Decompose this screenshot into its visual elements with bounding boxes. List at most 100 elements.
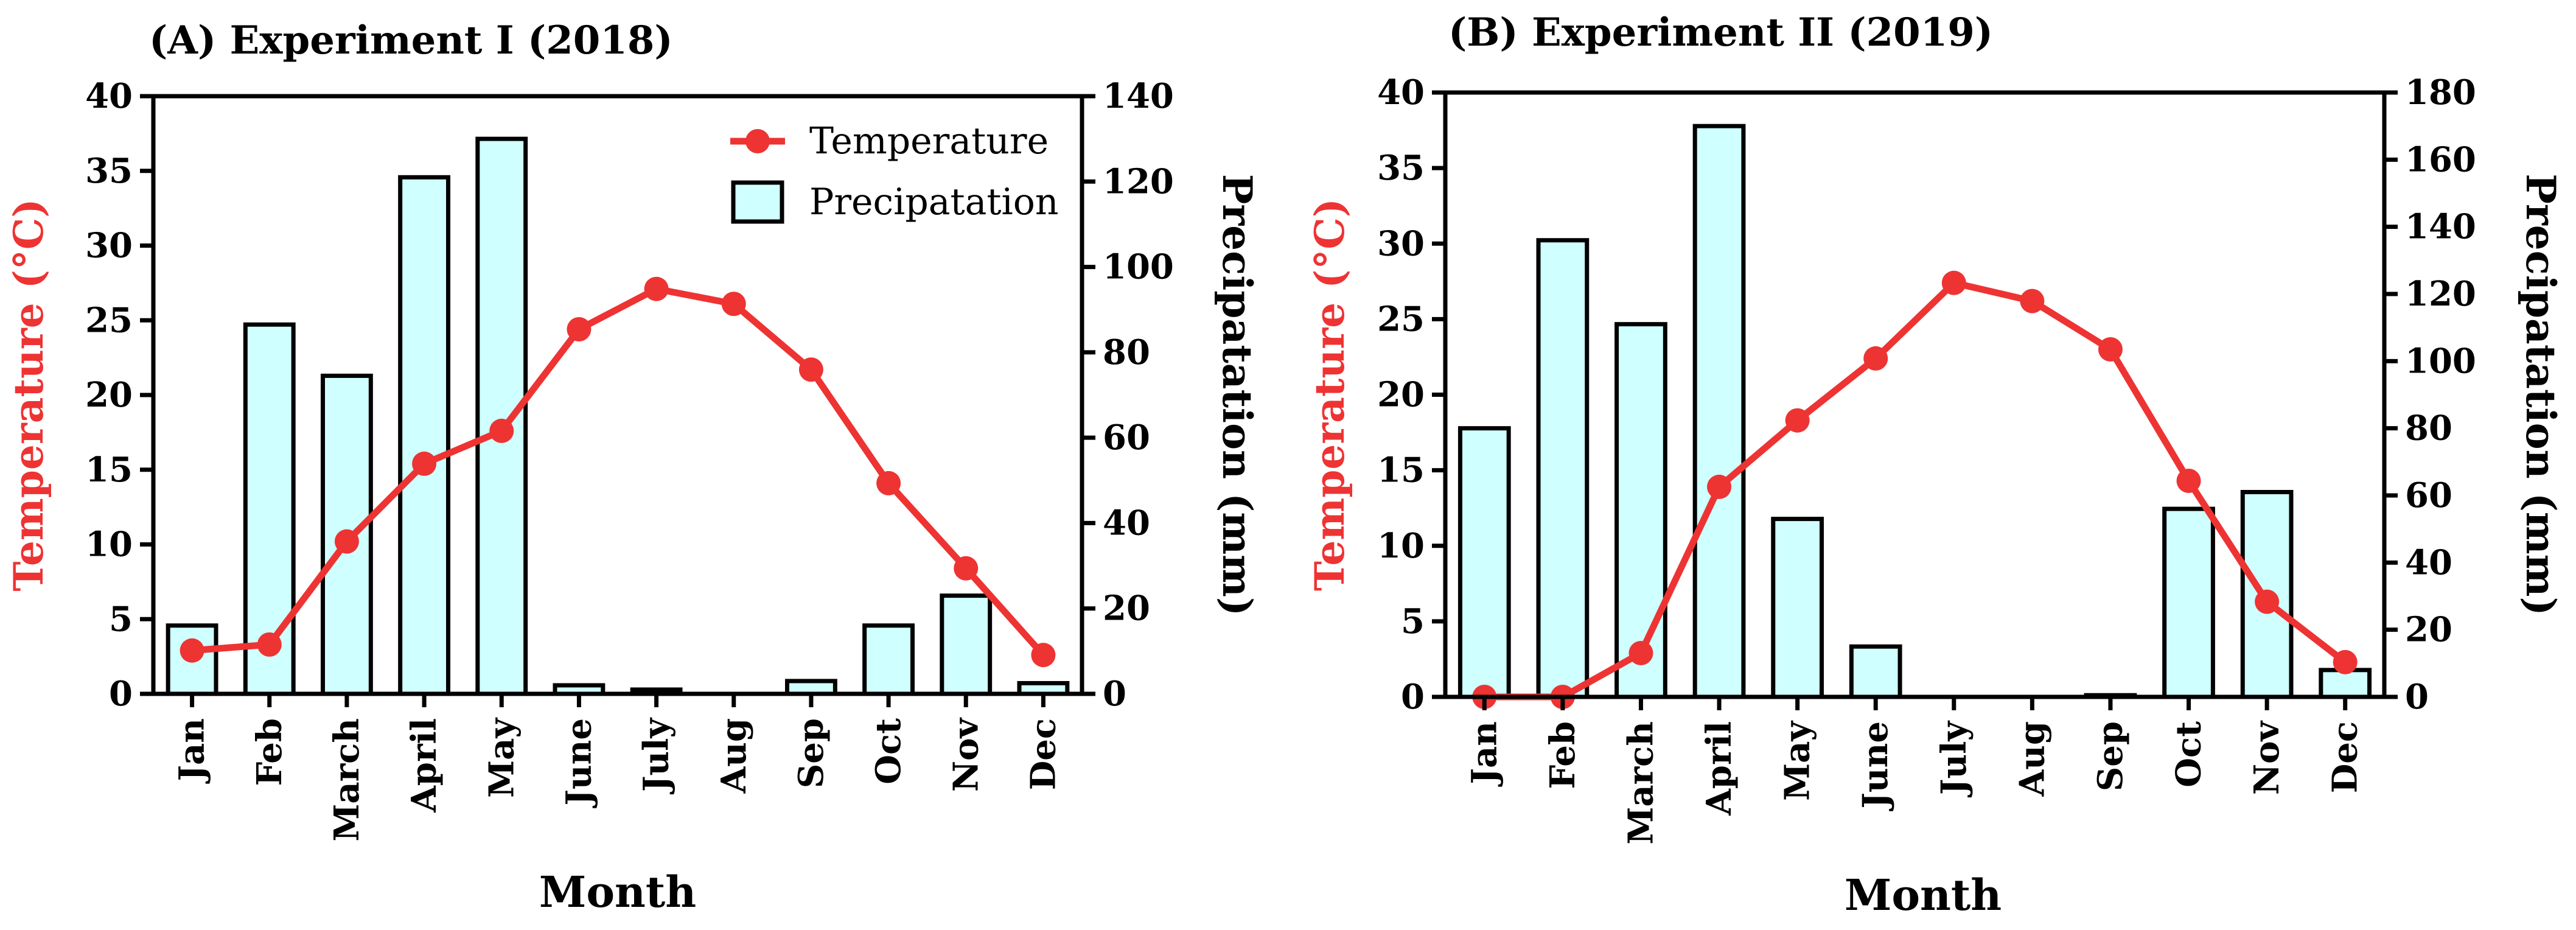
temperature-point-july <box>644 276 669 301</box>
left-tick-label: 25 <box>85 300 133 340</box>
temperature-point-may <box>1785 408 1810 433</box>
right-tick-label: 0 <box>2405 677 2429 717</box>
temperature-point-sep <box>2098 337 2123 362</box>
right-tick-label: 140 <box>1103 76 1174 116</box>
right-tick-label: 160 <box>2405 139 2476 180</box>
temperature-point-march <box>1628 641 1653 666</box>
left-tick-label: 20 <box>1377 375 1425 415</box>
temperature-point-dec <box>2333 649 2358 674</box>
left-tick-label: 10 <box>85 525 133 565</box>
x-tick-label-jan: Jan <box>172 718 212 785</box>
x-tick-label-feb: Feb <box>250 718 290 786</box>
temperature-point-nov <box>954 556 979 581</box>
right-tick-label: 0 <box>1103 674 1126 714</box>
x-tick-label-dec: Dec <box>2325 721 2365 793</box>
temperature-point-feb <box>257 632 282 657</box>
x-tick-label-dec: Dec <box>1023 718 1063 790</box>
right-tick-label: 100 <box>2405 341 2476 381</box>
precip-bar-april <box>398 175 451 696</box>
temperature-point-april <box>412 451 437 476</box>
temperature-point-oct <box>2176 469 2201 494</box>
legend-precip-label: Precipatation <box>809 181 1058 223</box>
left-tick-label: 35 <box>85 151 133 191</box>
legend: Temperature Precipatation <box>730 120 1058 224</box>
x-tick-label-feb: Feb <box>1543 721 1583 789</box>
right-tick-label: 60 <box>2405 475 2452 516</box>
left-tick-label: 30 <box>85 226 133 266</box>
panel-a: (A) Experiment I (2018) 0 5 10 15 20 25 30 35 40 0… <box>5 18 1261 917</box>
left-tick-label: 40 <box>1377 72 1425 113</box>
temperature-point-dec <box>1031 643 1056 668</box>
temperature-point-aug <box>2020 288 2045 313</box>
precip-bar-nov <box>2240 489 2294 699</box>
x-axis-label: Month <box>1845 870 2002 920</box>
x-tick-label-april: April <box>404 718 444 813</box>
temperature-point-march <box>334 529 359 554</box>
legend-temperature-label: Temperature <box>809 120 1049 163</box>
y-axis-left-label: Temperature (°C) <box>5 198 52 591</box>
x-tick-label-jan: Jan <box>1464 721 1504 788</box>
right-tick-label: 20 <box>2405 610 2452 650</box>
x-tick-label-july: July <box>1934 721 1974 798</box>
x-axis-label: Month <box>539 867 696 917</box>
panel-b: (B) Experiment II (2019) 0 5 10 15 20 25 30 35 40… <box>1306 10 2564 920</box>
left-tick-label: 15 <box>1377 450 1425 491</box>
x-tick-label-oct: Oct <box>868 718 909 785</box>
precip-bar-may <box>475 136 528 696</box>
right-tick-label: 120 <box>1103 161 1174 201</box>
y-axis-right-label: Precipatation (mm) <box>2517 173 2564 615</box>
temperature-point-nov <box>2255 589 2280 614</box>
left-tick-label: 20 <box>85 375 133 415</box>
x-tick-label-march: March <box>1621 721 1661 845</box>
right-tick-label: 40 <box>1103 503 1150 543</box>
precip-bar-april <box>1692 124 1746 699</box>
left-tick-label: 5 <box>1401 601 1425 642</box>
x-tick-label-nov: Nov <box>946 718 986 792</box>
left-tick-label: 25 <box>1377 299 1425 339</box>
right-tick-label: 100 <box>1103 247 1174 287</box>
temperature-point-aug <box>721 292 746 316</box>
temperature-point-jan <box>180 638 204 663</box>
x-tick-label-july: July <box>637 718 677 795</box>
x-tick-label-aug: Aug <box>2012 721 2052 797</box>
x-tick-label-may: May <box>481 718 522 798</box>
right-tick-label: 180 <box>2405 72 2476 113</box>
precip-bar-oct <box>862 623 915 696</box>
x-tick-label-april: April <box>1699 721 1739 816</box>
legend-precip-swatch <box>731 180 784 224</box>
left-tick-label: 15 <box>85 450 133 490</box>
x-tick-label-march: March <box>327 718 367 842</box>
legend-temperature-marker <box>745 129 770 153</box>
x-tick-label-aug: Aug <box>714 718 754 794</box>
x-tick-label-oct: Oct <box>2169 721 2209 788</box>
temperature-point-may <box>489 418 514 443</box>
left-tick-label: 10 <box>1377 526 1425 566</box>
x-tick-label-sep: Sep <box>791 718 831 788</box>
right-tick-label: 20 <box>1103 589 1150 629</box>
y-axis-left-label: Temperature (°C) <box>1306 198 1353 591</box>
right-tick-label: 40 <box>2405 542 2452 582</box>
precip-bar-oct <box>2162 506 2215 699</box>
x-tick-label-nov: Nov <box>2247 721 2287 795</box>
temperature-point-july <box>1941 270 1966 295</box>
chart-title: (B) Experiment II (2019) <box>1448 10 1993 55</box>
temperature-point-april <box>1707 474 1732 499</box>
left-tick-label: 30 <box>1377 223 1425 264</box>
temperature-line <box>1484 279 2348 701</box>
right-tick-label: 120 <box>2405 274 2476 314</box>
x-tick-label-sep: Sep <box>2090 721 2131 791</box>
precip-bar-nov <box>940 593 993 696</box>
temperature-point-june <box>1863 346 1888 371</box>
right-tick-label: 60 <box>1103 418 1150 458</box>
x-tick-label-june: June <box>559 718 599 809</box>
temperature-point-sep <box>798 357 823 382</box>
temperature-point-june <box>567 316 592 341</box>
temperature-point-oct <box>876 470 901 495</box>
y-axis-right-label: Precipatation (mm) <box>1213 174 1261 616</box>
right-tick-label: 140 <box>2405 207 2476 247</box>
x-tick-label-june: June <box>1855 721 1896 812</box>
left-tick-label: 35 <box>1377 148 1425 188</box>
precip-bar-june <box>1849 644 1902 699</box>
left-tick-label: 5 <box>109 599 133 639</box>
